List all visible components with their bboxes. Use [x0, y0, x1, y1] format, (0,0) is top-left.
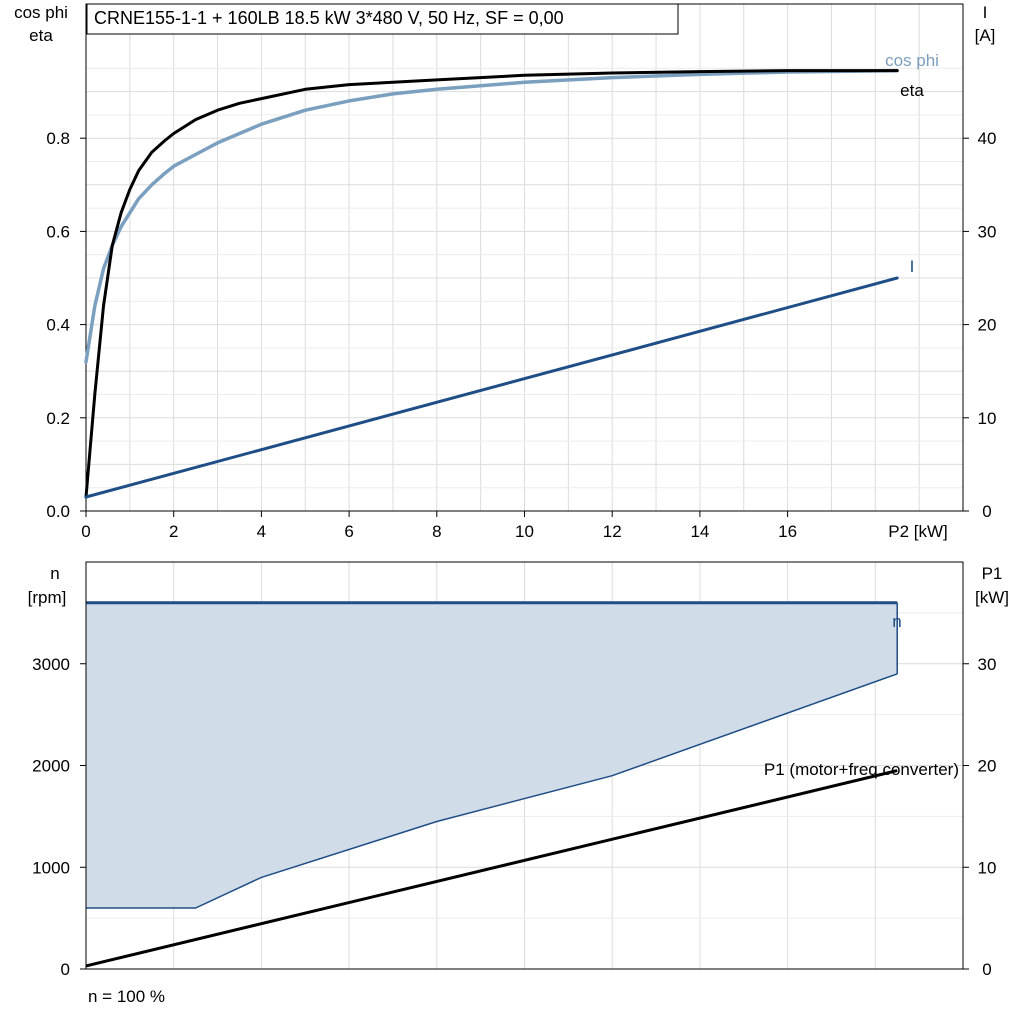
top-x-axis-label: P2 [kW]: [888, 522, 948, 541]
top-right-axis-label-2: [A]: [975, 26, 996, 45]
top-left-axis-label-1: cos phi: [14, 3, 68, 22]
y-left-tick-label: 0.0: [46, 502, 70, 521]
x-tick-label: 10: [515, 522, 534, 541]
speed-lower-line: [86, 673, 898, 909]
y-right-tick-label: 30: [978, 655, 997, 674]
x-tick-label: 4: [257, 522, 266, 541]
series-label-cos-phi: cos phi: [885, 51, 939, 70]
series-label-p1: P1 (motor+freq.converter): [764, 760, 959, 779]
bottom-left-axis-label-2: [rpm]: [28, 588, 67, 607]
y-left-tick-label: 0.4: [46, 316, 70, 335]
bottom-y-right-ticks: 0 10 20 30: [963, 655, 996, 979]
x-tick-label: 16: [778, 522, 797, 541]
y-right-tick-label: 40: [978, 129, 997, 148]
x-tick-label: 0: [81, 522, 90, 541]
x-tick-label: 14: [690, 522, 709, 541]
y-left-tick-label: 1000: [32, 858, 70, 877]
y-right-tick-label: 0: [982, 502, 991, 521]
y-right-tick-label: 10: [978, 409, 997, 428]
top-y-left-ticks: 0.0 0.2 0.4 0.6 0.8: [46, 129, 86, 521]
y-left-tick-label: 0: [61, 960, 70, 979]
series-label-n: n: [892, 612, 901, 631]
top-left-axis-label-2: eta: [29, 26, 53, 45]
top-right-axis-label-1: I: [983, 3, 988, 22]
x-tick-label: 6: [344, 522, 353, 541]
y-right-tick-label: 20: [978, 757, 997, 776]
bottom-series-layer: [85, 601, 898, 968]
series-line-eta: [84, 69, 899, 499]
y-left-tick-label: 0.2: [46, 409, 70, 428]
chart-title: CRNE155-1-1 + 160LB 18.5 kW 3*480 V, 50 …: [94, 8, 564, 28]
series-label-i: I: [910, 257, 915, 276]
x-tick-label: 12: [603, 522, 622, 541]
bottom-footer-label: n = 100 %: [88, 987, 165, 1006]
y-right-tick-label: 30: [978, 222, 997, 241]
bottom-right-axis-label-1: P1: [982, 564, 1003, 583]
y-left-tick-label: 3000: [32, 655, 70, 674]
y-right-tick-label: 20: [978, 316, 997, 335]
x-tick-label: 2: [169, 522, 178, 541]
series-line-cos-phi: [84, 68, 899, 364]
speed-range-area: [86, 602, 898, 908]
bottom-left-axis-label-1: n: [50, 564, 59, 583]
y-left-tick-label: 0.6: [46, 222, 70, 241]
bottom-right-axis-label-2: [kW]: [975, 588, 1009, 607]
top-y-right-ticks: 0 10 20 30 40: [963, 129, 996, 521]
y-right-tick-label: 10: [978, 858, 997, 877]
bottom-y-left-ticks: 0 1000 2000 3000: [32, 655, 86, 979]
y-left-tick-label: 2000: [32, 757, 70, 776]
series-label-eta: eta: [900, 81, 924, 100]
top-grid: [85, 4, 964, 512]
top-x-ticks: 0 2 4 6 8 10 12 14 16: [81, 511, 797, 541]
chart-title-box: [86, 3, 679, 35]
y-right-tick-label: 0: [982, 960, 991, 979]
x-tick-label: 8: [432, 522, 441, 541]
series-line-p1: [85, 769, 898, 968]
top-series-layer: [84, 68, 899, 499]
series-line-i: [84, 276, 899, 499]
y-left-tick-label: 0.8: [46, 129, 70, 148]
